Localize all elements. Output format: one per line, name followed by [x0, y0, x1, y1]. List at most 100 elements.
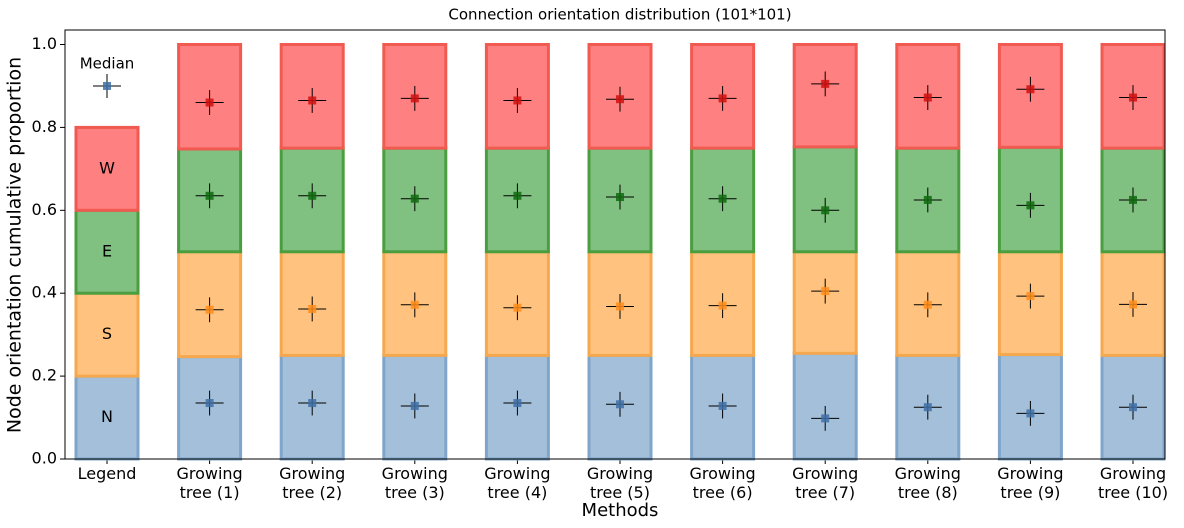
median-part — [103, 81, 111, 90]
median-marker — [1119, 394, 1147, 420]
median-marker — [503, 390, 532, 416]
median-marker — [913, 187, 942, 213]
bar-segment — [74, 208, 140, 295]
median-marker — [1016, 400, 1045, 426]
x-tick-label: Legend — [77, 464, 137, 483]
x-tick-label: Growing tree (8) — [894, 464, 961, 502]
median-part — [513, 96, 522, 105]
median-part — [410, 194, 419, 203]
median-part — [616, 95, 624, 104]
median-marker — [195, 183, 224, 209]
median-marker — [606, 294, 634, 319]
median-part — [718, 401, 727, 410]
bar-segment — [74, 291, 140, 378]
median-marker — [195, 390, 224, 416]
median-marker — [400, 393, 429, 419]
median-part — [821, 287, 830, 296]
median-part — [205, 191, 214, 200]
x-axis-label: Methods — [582, 500, 659, 521]
plot-frame — [64, 29, 1166, 460]
median-part — [308, 96, 317, 105]
median-marker — [400, 85, 429, 111]
median-marker — [1119, 291, 1147, 317]
chart-title: Connection orientation distribution (101… — [448, 6, 791, 24]
median-part — [923, 93, 932, 102]
median-part — [205, 399, 214, 408]
median-marker — [708, 85, 737, 111]
median-part — [821, 79, 830, 88]
median-marker — [913, 394, 942, 420]
median-part — [821, 414, 830, 423]
median-part — [1026, 85, 1035, 94]
x-tick-label: Growing tree (9) — [997, 464, 1064, 502]
median-part — [410, 401, 419, 410]
median-marker — [811, 71, 840, 97]
median-marker — [811, 197, 840, 223]
median-marker — [503, 295, 532, 321]
median-marker — [298, 183, 327, 209]
median-marker — [1119, 187, 1147, 213]
median-part — [616, 193, 624, 202]
y-tick-label: 0.0 — [32, 449, 57, 468]
y-tick-label: 0.8 — [32, 117, 57, 136]
bar-segment — [1100, 250, 1166, 357]
y-tick-label: 0.4 — [32, 283, 57, 302]
x-tick-label: Growing tree (7) — [792, 464, 859, 502]
median-part — [308, 304, 317, 313]
median-marker — [606, 86, 634, 112]
median-part — [308, 191, 317, 200]
y-axis-label: Node orientation cumulative proportion — [4, 57, 26, 433]
median-marker — [298, 296, 327, 322]
median-part — [205, 98, 214, 107]
median-part — [1026, 292, 1035, 301]
median-part — [513, 303, 522, 312]
segment-label: E — [102, 241, 112, 260]
median-part — [718, 301, 727, 310]
median-marker — [708, 293, 737, 319]
median-part — [1026, 409, 1035, 418]
y-tick-label: 1.0 — [32, 34, 57, 53]
median-part — [1129, 195, 1137, 204]
median-marker — [503, 183, 532, 209]
median-part — [616, 400, 624, 409]
bar-segment — [74, 125, 140, 212]
x-tick-label: Growing tree (10) — [1097, 464, 1169, 502]
median-part — [923, 403, 932, 412]
y-tick-label: 0.6 — [32, 200, 57, 219]
median-marker — [195, 297, 224, 323]
x-tick-label: Growing tree (1) — [176, 464, 243, 502]
median-part — [718, 194, 727, 203]
median-marker — [913, 85, 942, 110]
median-part — [616, 302, 624, 311]
median-part — [1026, 201, 1035, 210]
median-marker — [503, 88, 532, 113]
median-part — [410, 94, 419, 103]
median-marker — [811, 278, 840, 304]
median-part — [923, 195, 932, 204]
segment-label: N — [101, 407, 113, 426]
median-part — [821, 206, 830, 215]
segment-label: S — [102, 324, 112, 343]
median-marker — [298, 88, 327, 113]
median-part — [1129, 300, 1137, 309]
x-tick-label: Growing tree (2) — [279, 464, 346, 502]
median-marker — [606, 184, 634, 210]
median-marker — [400, 186, 429, 212]
median-part — [1129, 93, 1137, 102]
median-part — [410, 300, 419, 309]
x-tick-label: Growing tree (3) — [381, 464, 448, 502]
median-part — [923, 300, 932, 309]
x-tick-label: Growing tree (5) — [586, 464, 654, 502]
median-marker — [708, 186, 737, 212]
segment-label: W — [99, 158, 115, 177]
median-marker — [1016, 76, 1045, 102]
median-part — [718, 94, 727, 103]
median-marker — [93, 73, 121, 98]
x-tick-label: Growing tree (4) — [484, 464, 551, 502]
median-marker — [400, 292, 429, 318]
median-part — [513, 399, 522, 408]
bar-segment — [1100, 146, 1166, 254]
median-marker — [1016, 283, 1045, 309]
